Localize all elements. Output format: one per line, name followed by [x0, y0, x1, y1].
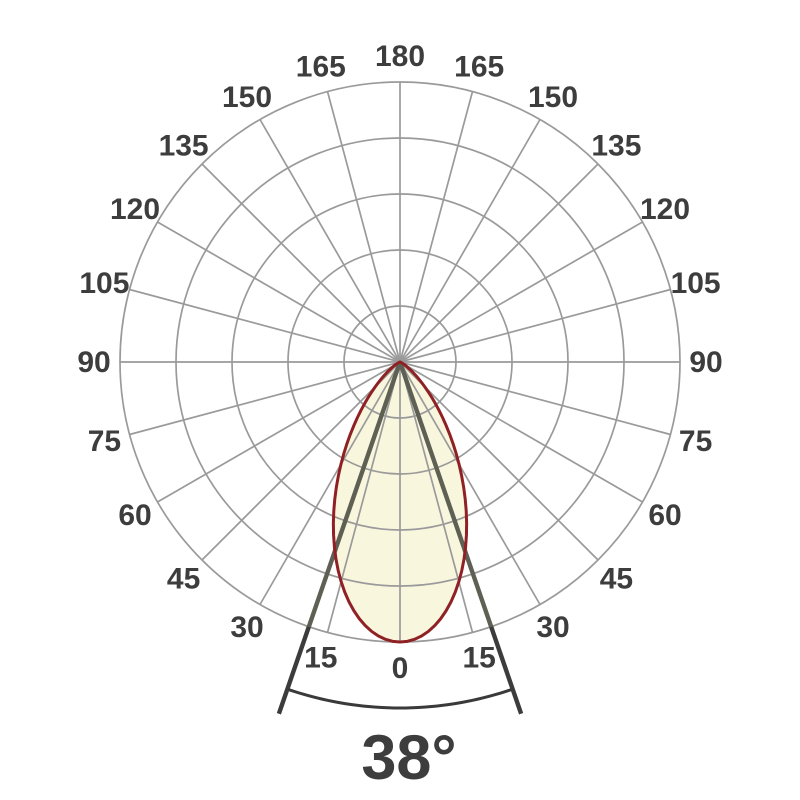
intensity-lobe-outline [331, 360, 469, 644]
angle-tick-label: 90 [689, 346, 722, 379]
beam-angle-lines [276, 361, 524, 715]
grid-radial-line [399, 119, 541, 363]
angle-tick-label: 15 [304, 642, 337, 675]
grid-radial-line [129, 288, 401, 363]
angle-tick-label: 60 [118, 499, 151, 532]
beam-edge-line [397, 361, 494, 628]
angle-tick-label: 135 [591, 130, 641, 163]
angle-tick-label: 120 [110, 193, 160, 226]
angle-tick-label: 30 [230, 611, 263, 644]
angle-tick-label: 45 [600, 562, 633, 595]
grid-radial-line [157, 221, 401, 363]
angle-tick-label: 0 [392, 652, 409, 685]
angle-tick-label: 135 [159, 130, 209, 163]
angle-tick-label: 30 [536, 611, 569, 644]
angle-tick-label: 105 [79, 267, 129, 300]
angle-tick-label: 15 [463, 642, 496, 675]
grid-radial-line [129, 361, 401, 436]
grid-radial-line [399, 361, 643, 503]
grid-radial-line [157, 361, 401, 503]
grid-radial-line [201, 361, 401, 561]
beam-angle-arc-line [286, 687, 514, 710]
grid-radial-line [259, 119, 401, 363]
grid-radial-line [399, 163, 599, 363]
angle-tick-label: 165 [296, 50, 346, 83]
beam-indicator-line [489, 626, 524, 715]
grid-radial-line [326, 91, 401, 363]
angle-tick-labels: 0 15 15 30 30 45 45 60 60 75 75 90 90 105 105 120 120 135… [77, 40, 722, 685]
intensity-lobe-curve [331, 360, 469, 644]
beam-indicator-line [276, 626, 311, 715]
angle-tick-label: 45 [167, 562, 200, 595]
grid-radial-line [399, 361, 671, 436]
grid-radial-line [399, 221, 643, 363]
grid-radial-line [399, 361, 599, 561]
beam-angle-label: 38° [361, 723, 456, 793]
grid-radial-line [399, 288, 671, 363]
grid-radial-line [399, 361, 474, 633]
angle-tick-label: 165 [454, 50, 504, 83]
angle-tick-label: 75 [679, 425, 712, 458]
beam-angle-arc [286, 687, 514, 710]
angle-tick-label: 105 [671, 267, 721, 300]
angle-tick-label: 180 [375, 40, 425, 73]
grid-radial-line [326, 361, 401, 633]
grid-radial-line [399, 91, 474, 363]
angle-tick-label: 150 [222, 81, 272, 114]
polar-grid [119, 81, 681, 643]
angle-tick-label: 150 [528, 81, 578, 114]
angle-tick-label: 60 [648, 499, 681, 532]
beam-edge-line [306, 361, 403, 628]
grid-radial-line [399, 361, 541, 605]
angle-tick-label: 75 [88, 425, 121, 458]
angle-tick-label: 120 [640, 193, 690, 226]
angle-tick-label: 90 [77, 346, 110, 379]
grid-radial-line [259, 361, 401, 605]
grid-radial-line [201, 163, 401, 363]
